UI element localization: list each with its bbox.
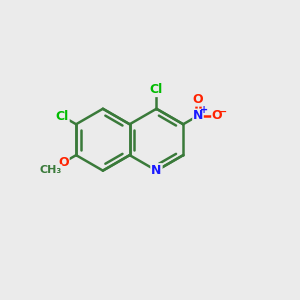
Text: CH₃: CH₃ bbox=[40, 165, 62, 175]
Text: O: O bbox=[193, 93, 203, 106]
Text: Cl: Cl bbox=[150, 83, 163, 96]
Text: O: O bbox=[212, 109, 223, 122]
Text: N: N bbox=[151, 164, 162, 177]
Text: Cl: Cl bbox=[56, 110, 69, 123]
Text: −: − bbox=[218, 107, 228, 117]
Text: N: N bbox=[193, 109, 203, 122]
Text: O: O bbox=[58, 156, 69, 169]
Text: +: + bbox=[200, 105, 208, 116]
